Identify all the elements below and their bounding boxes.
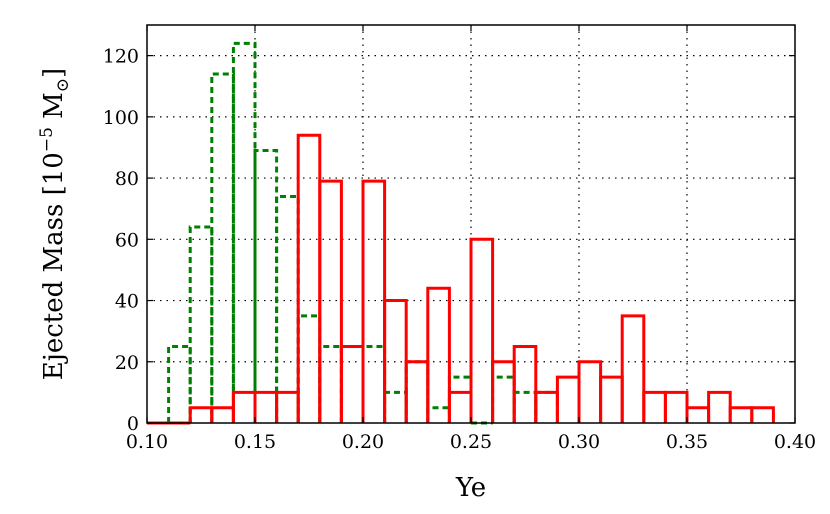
x-tick-label: 0.35: [666, 431, 708, 453]
histogram-bar: [361, 179, 387, 423]
histogram-bar: [404, 360, 430, 423]
histogram-bar: [383, 390, 408, 423]
y-tick-label: 120: [103, 46, 139, 68]
y-tick-label: 60: [115, 229, 139, 251]
histogram-bar: [210, 406, 235, 423]
histogram-bar: [426, 286, 451, 423]
histogram-bar: [296, 314, 322, 423]
histogram-bar: [707, 390, 732, 423]
histogram-bar: [469, 237, 495, 423]
histogram-bar: [426, 406, 451, 423]
y-axis-label-subscript: ⊙: [53, 78, 73, 92]
histogram-bar: [491, 375, 516, 423]
histogram-bar: [685, 406, 711, 423]
axis-ticks: [146, 25, 796, 424]
y-tick-label: 100: [103, 107, 139, 129]
x-tick-label: 0.40: [774, 431, 816, 453]
histogram-bar: [447, 390, 473, 423]
histogram-bar: [512, 344, 538, 423]
y-axis-label-close: ]: [39, 68, 69, 78]
histogram-bar: [339, 344, 365, 423]
x-tick-label: 0.15: [234, 431, 276, 453]
x-tick-label: 0.20: [342, 431, 384, 453]
histogram-bar: [404, 360, 430, 423]
histogram-bar: [275, 390, 300, 423]
histogram-bar: [318, 344, 343, 423]
histogram-bar: [750, 406, 775, 423]
histogram-bar: [167, 344, 192, 423]
histogram-bar: [253, 390, 279, 423]
histogram-bar: [361, 344, 387, 423]
histogram-bar: [491, 360, 516, 423]
histogram-bar: [620, 314, 646, 423]
histogram-bar: [231, 390, 257, 423]
histogram-bar: [447, 375, 473, 423]
histogram-bar: [642, 390, 667, 423]
x-tick-labels: 0.10 0.15 0.20 0.25 0.30 0.35 0.40: [126, 431, 816, 453]
y-axis-label: Ejected Mass [10−5 M⊙]: [37, 68, 73, 380]
y-tick-label: 20: [115, 352, 139, 374]
histogram-bar: [339, 344, 365, 423]
y-axis-label-exponent: −5: [37, 127, 57, 152]
x-tick-label: 0.10: [126, 431, 168, 453]
histogram-bar: [599, 375, 624, 423]
x-tick-label: 0.30: [558, 431, 600, 453]
histogram-bar: [275, 194, 300, 423]
y-tick-labels: 0 20 40 60 80 100 120: [103, 46, 139, 435]
histogram-bar: [188, 406, 214, 423]
y-tick-label: 40: [115, 291, 139, 313]
histogram-bar: [577, 360, 603, 423]
histogram-bar: [512, 390, 538, 423]
histogram-bar: [728, 406, 754, 423]
histogram-bar: [555, 375, 581, 423]
y-axis-label-unit: M: [39, 92, 69, 127]
histogram-bar: [210, 72, 235, 423]
histogram-bar: [188, 225, 214, 423]
histogram-bar: [318, 179, 343, 423]
series-layer: [147, 41, 775, 425]
histogram-bar: [231, 41, 257, 423]
histogram-bar: [534, 390, 559, 423]
histogram-bar: [663, 390, 689, 423]
x-axis-label: Ye: [455, 473, 486, 503]
histogram-bar: [534, 390, 559, 423]
y-axis-label-main: Ejected Mass [10: [39, 152, 69, 380]
x-tick-label: 0.25: [450, 431, 492, 453]
y-tick-label: 80: [115, 168, 139, 190]
histogram-bar: [253, 149, 279, 423]
y-tick-label: 0: [127, 413, 139, 435]
series-solid: [147, 133, 775, 425]
